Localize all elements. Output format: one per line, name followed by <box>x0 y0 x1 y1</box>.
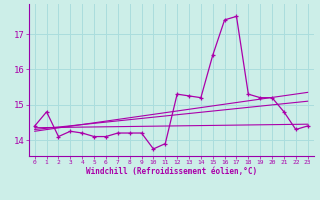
X-axis label: Windchill (Refroidissement éolien,°C): Windchill (Refroidissement éolien,°C) <box>86 167 257 176</box>
